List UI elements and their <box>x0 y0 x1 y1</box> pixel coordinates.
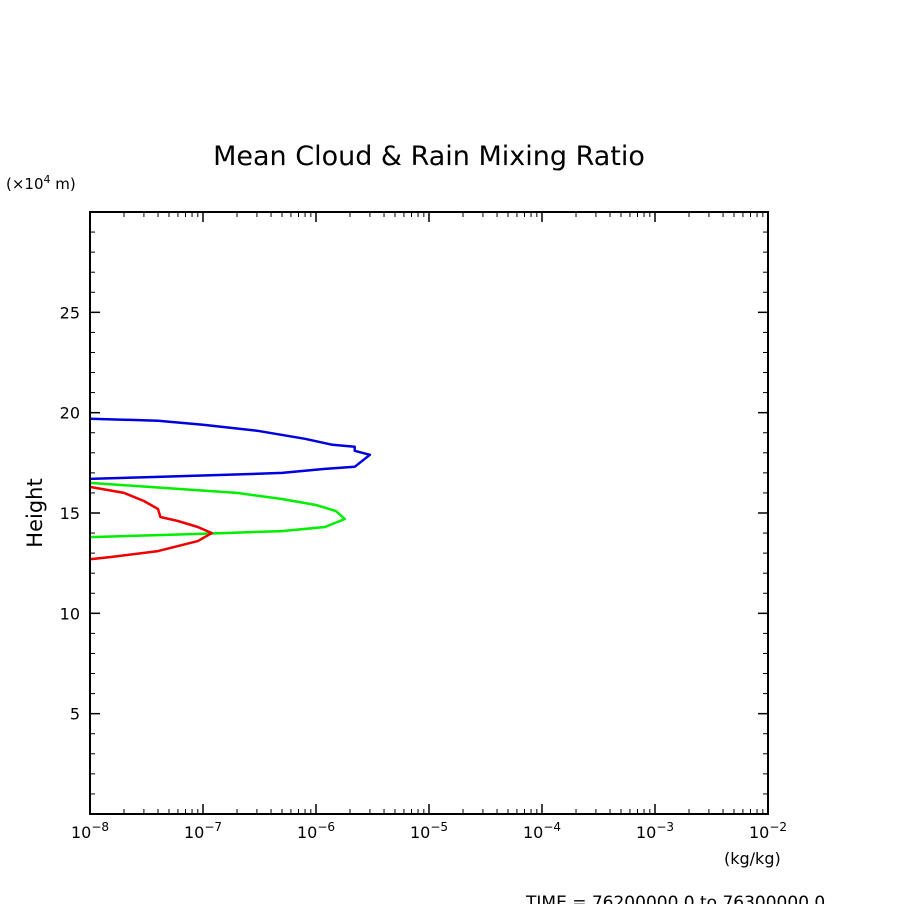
x-tick-label: 10−2 <box>749 820 787 842</box>
y-tick-label: 25 <box>60 303 80 322</box>
x-tick-label: 10−4 <box>523 820 561 842</box>
y-tick-label: 20 <box>60 404 80 423</box>
y-unit-prefix: (×10 <box>6 175 44 193</box>
y-unit-exp: 4 <box>44 173 51 186</box>
x-tick-exponent: −5 <box>430 820 448 834</box>
series-line-3 <box>89 485 214 561</box>
x-tick-base: 10 <box>749 823 769 842</box>
x-tick-exponent: −4 <box>543 820 561 834</box>
footer-time: TIME = 76200000.0 to 76300000.0 <box>525 893 825 904</box>
y-tick-label: 5 <box>70 705 80 724</box>
x-tick-base: 10 <box>410 823 430 842</box>
x-tick-exponent: −2 <box>769 820 787 834</box>
x-tick-label: 10−3 <box>636 820 674 842</box>
x-tick-base: 10 <box>297 823 317 842</box>
x-tick-label: 10−8 <box>71 820 109 842</box>
x-tick-base: 10 <box>184 823 204 842</box>
y-unit-label: (×104 m) <box>6 173 76 193</box>
x-tick-exponent: −8 <box>91 820 109 834</box>
series-line-2 <box>89 481 347 539</box>
x-tick-exponent: −3 <box>656 820 674 834</box>
x-tick-base: 10 <box>523 823 543 842</box>
x-tick-exponent: −6 <box>317 820 335 834</box>
y-tick-label: 15 <box>60 504 80 523</box>
y-tick-label: 10 <box>60 604 80 623</box>
series-group <box>89 417 372 561</box>
x-tick-base: 10 <box>71 823 91 842</box>
x-tick-base: 10 <box>636 823 656 842</box>
x-tick-exponent: −7 <box>204 820 222 834</box>
y-axis-label: Height <box>23 478 47 547</box>
x-axis-label: (kg/kg) <box>724 849 781 868</box>
x-tick-label: 10−5 <box>410 820 448 842</box>
y-unit-suffix: m) <box>51 175 76 193</box>
series-line-1 <box>89 417 372 481</box>
plot-frame <box>89 211 769 815</box>
x-tick-label: 10−6 <box>297 820 335 842</box>
x-tick-label: 10−7 <box>184 820 222 842</box>
chart-title: Mean Cloud & Rain Mixing Ratio <box>213 141 645 172</box>
